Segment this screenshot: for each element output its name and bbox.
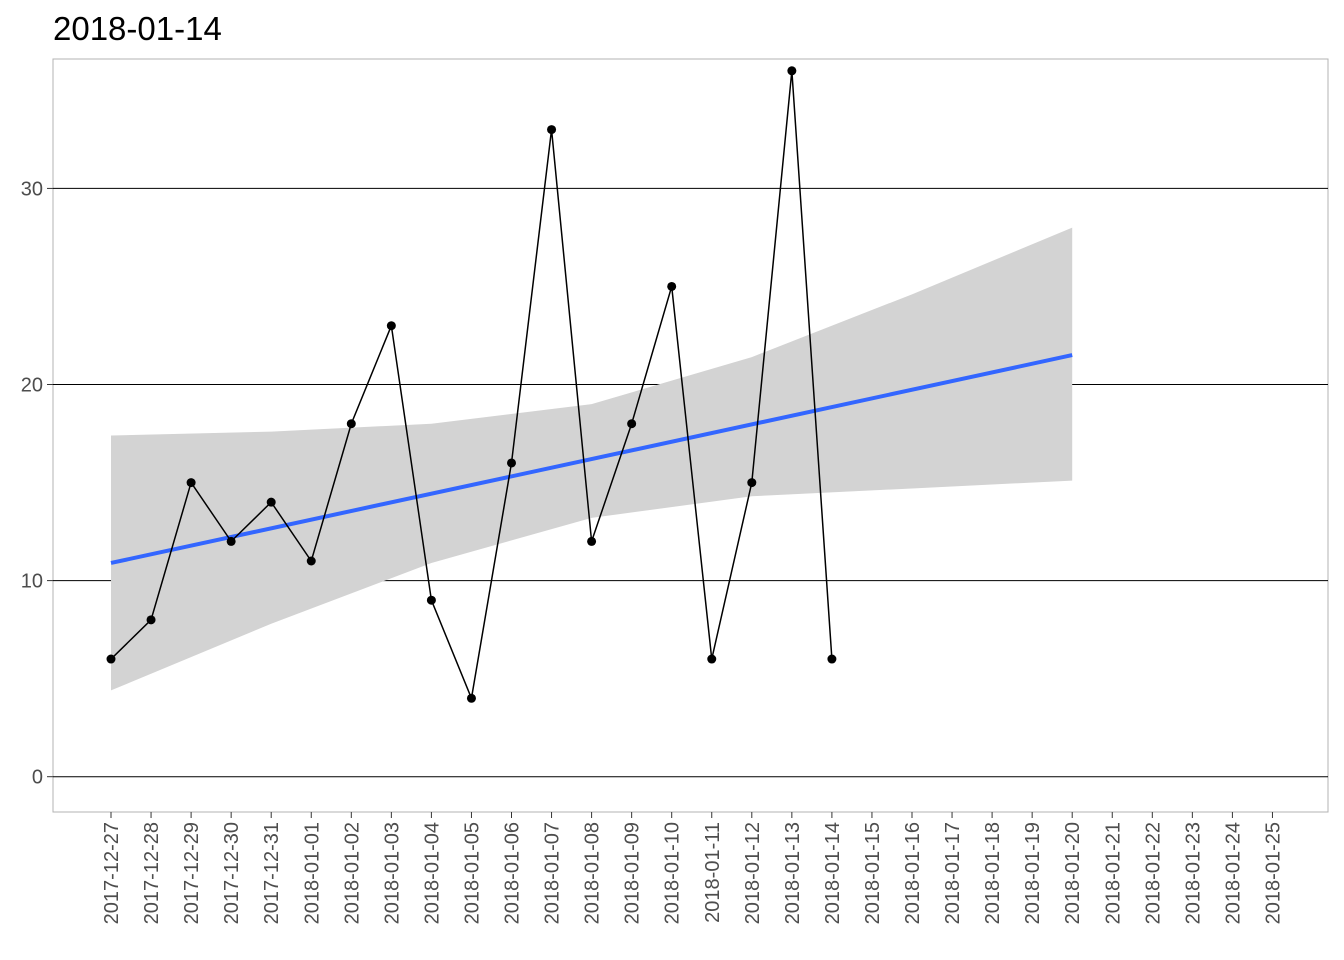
x-tick-label: 2018-01-08 bbox=[582, 822, 604, 924]
x-tick-label: 2017-12-27 bbox=[101, 822, 123, 924]
data-point bbox=[507, 458, 516, 468]
x-tick-label: 2018-01-23 bbox=[1182, 822, 1204, 924]
x-tick-label: 2018-01-19 bbox=[1022, 822, 1044, 924]
data-point bbox=[346, 419, 356, 429]
data-point bbox=[827, 654, 837, 664]
x-tick-label: 2018-01-03 bbox=[381, 822, 403, 924]
x-tick-label: 2018-01-10 bbox=[662, 822, 684, 924]
x-tick-label: 2018-01-09 bbox=[622, 822, 644, 924]
x-tick-label: 2018-01-22 bbox=[1142, 822, 1164, 924]
x-tick-label: 2017-12-31 bbox=[261, 822, 283, 924]
data-point bbox=[386, 321, 396, 331]
x-tick-label: 2018-01-16 bbox=[902, 822, 924, 924]
x-tick-label: 2017-12-28 bbox=[141, 822, 163, 924]
data-point bbox=[667, 281, 677, 291]
x-tick-label: 2018-01-13 bbox=[782, 822, 804, 924]
trend-line-layer bbox=[110, 353, 1073, 565]
data-point bbox=[466, 693, 476, 703]
x-tick-label: 2018-01-24 bbox=[1222, 822, 1244, 924]
x-tick-label: 2018-01-15 bbox=[862, 822, 884, 924]
x-tick-label: 2018-01-14 bbox=[822, 822, 844, 924]
x-tick-label: 2018-01-12 bbox=[742, 822, 764, 924]
data-point bbox=[106, 654, 116, 664]
series-layer bbox=[106, 66, 837, 703]
data-point bbox=[186, 478, 196, 488]
panel-border bbox=[52, 58, 1329, 813]
x-tick-label: 2018-01-21 bbox=[1102, 822, 1124, 924]
x-tick-label: 2018-01-20 bbox=[1062, 822, 1084, 924]
data-point bbox=[306, 556, 316, 566]
y-tick-label: 10 bbox=[21, 571, 43, 593]
y-tick-label: 20 bbox=[21, 375, 43, 397]
data-point bbox=[226, 536, 236, 546]
axis-layer: 0 10 20 30 2017-12-27 2017-12-28 2017-12-29 201… bbox=[21, 178, 1285, 924]
chart-title: 2018-01-14 bbox=[53, 10, 222, 47]
x-tick-label: 2018-01-01 bbox=[301, 822, 323, 924]
x-tick-label: 2017-12-29 bbox=[181, 822, 203, 924]
x-tick-label: 2018-01-17 bbox=[942, 822, 964, 924]
x-tick-label: 2018-01-25 bbox=[1262, 822, 1284, 924]
x-tick-label: 2018-01-06 bbox=[502, 822, 524, 924]
x-tick-label: 2017-12-30 bbox=[221, 822, 243, 924]
data-point bbox=[747, 478, 757, 488]
data-point bbox=[426, 595, 436, 605]
y-tick-label: 0 bbox=[32, 767, 43, 789]
x-tick-label: 2018-01-05 bbox=[461, 822, 483, 924]
data-point bbox=[266, 497, 276, 507]
x-tick-label: 2018-01-04 bbox=[421, 822, 443, 924]
trend-line bbox=[110, 353, 1073, 565]
y-tick-label: 30 bbox=[21, 178, 43, 200]
data-point bbox=[547, 125, 557, 135]
data-point bbox=[787, 66, 797, 76]
data-point bbox=[587, 536, 597, 546]
data-point bbox=[707, 654, 717, 664]
data-point bbox=[627, 419, 637, 429]
x-tick-label: 2018-01-07 bbox=[542, 822, 564, 924]
x-tick-label: 2018-01-02 bbox=[341, 822, 363, 924]
x-tick-label: 2018-01-18 bbox=[982, 822, 1004, 924]
data-point bbox=[146, 615, 156, 625]
x-tick-label: 2018-01-11 bbox=[702, 822, 724, 923]
